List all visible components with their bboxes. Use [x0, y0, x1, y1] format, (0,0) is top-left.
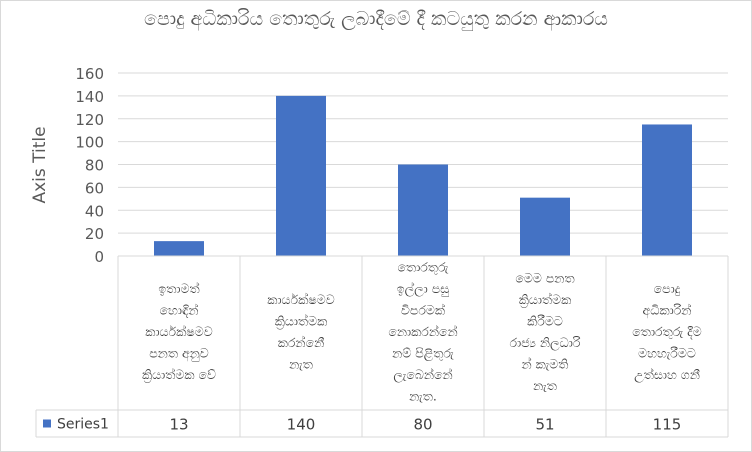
bar: [520, 197, 570, 256]
data-label: 51: [535, 416, 554, 434]
x-category-label: මෙම පනත ක්‍රියාත්මක කිරීමට රාජ්‍ය නිලධාරි න්…: [510, 270, 581, 393]
x-category-label: පොදු අධිකාරින් තොරතුරු දීම මහහැරීමට උත්සාහ ග…: [632, 281, 701, 383]
bar: [642, 124, 692, 256]
y-tick-label: 80: [85, 157, 104, 175]
y-tick-label: 100: [75, 134, 104, 152]
y-tick-label: 40: [85, 202, 104, 220]
data-label: 13: [169, 416, 188, 434]
y-tick-label: 60: [85, 179, 104, 197]
data-label: 140: [287, 416, 316, 434]
x-category-label: තොරතුරු ඉල්ලා පසු විපරමක් නොකරන්නේ නම් පිළිත…: [388, 260, 458, 404]
legend-swatch: [43, 419, 51, 428]
chart-title: පොදු අධිකාරිය තොතුරු ලබාදීමේ දී කටයුතු ක…: [144, 8, 608, 30]
legend-series-name: Series1: [57, 417, 109, 433]
data-label: 115: [653, 416, 682, 434]
bar: [154, 241, 204, 256]
x-category-label: ඉතාමත් හොඳින් කාර්යක්ෂමව පනත අනුව ක්‍රියාත්ම…: [142, 281, 216, 383]
y-tick-label: 20: [85, 225, 104, 243]
bar: [276, 95, 326, 256]
y-tick-label: 160: [75, 65, 104, 83]
y-tick-label: 0: [94, 248, 104, 266]
bar: [398, 164, 448, 256]
x-category-label: කාර්යක්ෂමව ක්‍රියාත්මක කරන්නෙ‍ී නැත: [267, 292, 334, 372]
y-tick-label: 120: [75, 111, 104, 129]
y-tick-label: 140: [75, 88, 104, 106]
data-label: 80: [413, 416, 432, 434]
